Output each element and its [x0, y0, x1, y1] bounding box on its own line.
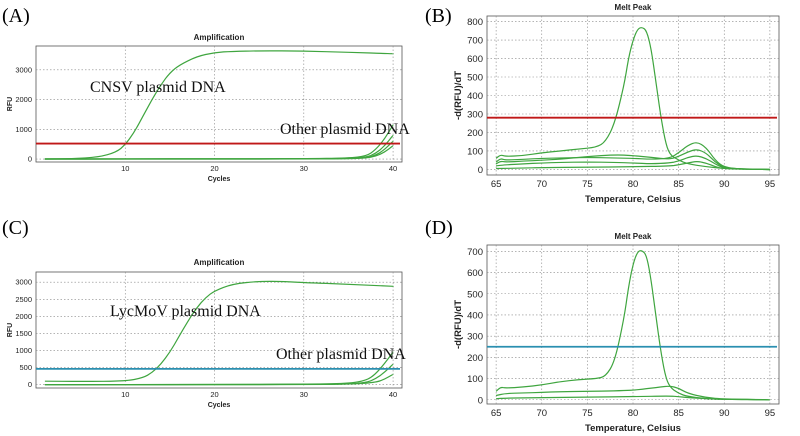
- series-line-2: [495, 142, 770, 171]
- x-tick-label: 30: [300, 390, 308, 399]
- series-line-2: [495, 385, 771, 401]
- x-tick-label: 95: [765, 179, 776, 190]
- y-tick-label: 2000: [15, 95, 32, 104]
- x-tick-label: 90: [719, 179, 730, 190]
- x-axis-label: Cycles: [208, 402, 231, 409]
- x-tick-label: 95: [765, 408, 776, 419]
- y-tick-label: 800: [467, 17, 483, 28]
- y-tick-label: 100: [467, 146, 483, 157]
- plot-area: [35, 45, 403, 163]
- y-tick-label: 500: [467, 73, 483, 84]
- series-line-1: [495, 27, 770, 171]
- annotation-1: LycMoV plasmid DNA: [110, 303, 261, 320]
- chart-a: Amplification 10 20 30 40 0 1000 2000 3000 Cycles…: [7, 33, 410, 183]
- series-line-3: [495, 149, 770, 171]
- chart-title: Melt Peak: [615, 3, 652, 12]
- plot-area: [486, 244, 780, 405]
- x-tick-label: 30: [300, 164, 308, 173]
- y-tick-label: 200: [467, 353, 483, 364]
- panel-label-a: (A): [2, 5, 30, 27]
- y-tick-label: 200: [467, 128, 483, 139]
- x-tick-label: 65: [491, 179, 502, 190]
- x-tick-label: 10: [121, 390, 129, 399]
- y-tick-label: 2500: [15, 295, 32, 304]
- chart-title: Melt Peak: [615, 232, 652, 241]
- chart-d: Melt Peak 65 70 75 80 85 90 95 0 100 200 300 400 500 6…: [453, 232, 780, 434]
- panel-label-b: (B): [425, 5, 452, 27]
- series-line-4: [44, 373, 394, 386]
- y-tick-label: 500: [19, 363, 32, 372]
- y-tick-label: 100: [467, 374, 483, 385]
- x-tick-label: 75: [582, 179, 593, 190]
- y-tick-label: 300: [467, 109, 483, 120]
- y-axis-label: -d(RFU)/dT: [453, 71, 464, 120]
- y-tick-label: 700: [467, 247, 483, 258]
- x-tick-label: 80: [628, 408, 639, 419]
- chart-b: Melt Peak 65 70 75 80 85 90 95 0 100 200 300 400 500 6…: [453, 3, 780, 205]
- x-tick-label: 40: [389, 164, 397, 173]
- x-tick-label: 90: [719, 408, 730, 419]
- y-tick-label: 1500: [15, 329, 32, 338]
- x-tick-label: 10: [121, 164, 129, 173]
- series-line-5: [496, 161, 770, 171]
- y-tick-label: 1000: [15, 346, 32, 355]
- x-axis-label: Temperature, Celsius: [585, 423, 681, 434]
- y-tick-label: 0: [28, 155, 32, 164]
- x-tick-label: 65: [491, 408, 502, 419]
- y-tick-label: 2000: [15, 312, 32, 321]
- annotation-2: Other plasmid DNA: [280, 121, 410, 138]
- y-tick-label: 3000: [15, 278, 32, 287]
- x-tick-label: 20: [210, 390, 218, 399]
- y-tick-label: 0: [478, 395, 483, 406]
- x-axis-label: Temperature, Celsius: [585, 194, 681, 205]
- y-tick-label: 700: [467, 36, 483, 47]
- y-tick-label: 300: [467, 332, 483, 343]
- series-line-5: [44, 145, 394, 160]
- x-tick-label: 40: [389, 390, 397, 399]
- y-tick-label: 400: [467, 310, 483, 321]
- x-tick-label: 75: [582, 408, 593, 419]
- y-axis-label: RFU: [7, 97, 14, 111]
- panel-label-c: (C): [2, 217, 29, 239]
- x-tick-label: 20: [210, 164, 218, 173]
- panel-label-d: (D): [425, 217, 453, 239]
- chart-title: Amplification: [194, 258, 245, 267]
- y-tick-label: 3000: [15, 65, 32, 74]
- chart-title: Amplification: [194, 33, 245, 42]
- annotation-2: Other plasmid DNA: [276, 346, 406, 363]
- chart-c: Amplification 10 20 30 40 0 500 1000 1500 2000 250…: [7, 258, 406, 409]
- y-tick-label: 0: [28, 380, 32, 389]
- series-line-1: [44, 280, 394, 382]
- y-axis-label: RFU: [7, 323, 14, 337]
- y-tick-label: 600: [467, 268, 483, 279]
- annotation-1: CNSV plasmid DNA: [90, 79, 226, 96]
- series-line-4: [496, 155, 770, 171]
- y-tick-label: 0: [478, 165, 483, 176]
- x-tick-label: 85: [673, 179, 684, 190]
- y-tick-label: 400: [467, 91, 483, 102]
- x-tick-label: 70: [536, 408, 547, 419]
- series-line-1: [495, 250, 771, 401]
- x-tick-label: 85: [673, 408, 684, 419]
- x-axis-label: Cycles: [208, 176, 231, 183]
- x-tick-label: 80: [628, 179, 639, 190]
- y-axis-label: -d(RFU)/dT: [453, 300, 464, 349]
- series-line-1: [44, 50, 394, 160]
- y-tick-label: 1000: [15, 125, 32, 134]
- series-line-3: [496, 395, 771, 401]
- y-tick-label: 500: [467, 289, 483, 300]
- x-tick-label: 70: [536, 179, 547, 190]
- y-tick-label: 600: [467, 54, 483, 65]
